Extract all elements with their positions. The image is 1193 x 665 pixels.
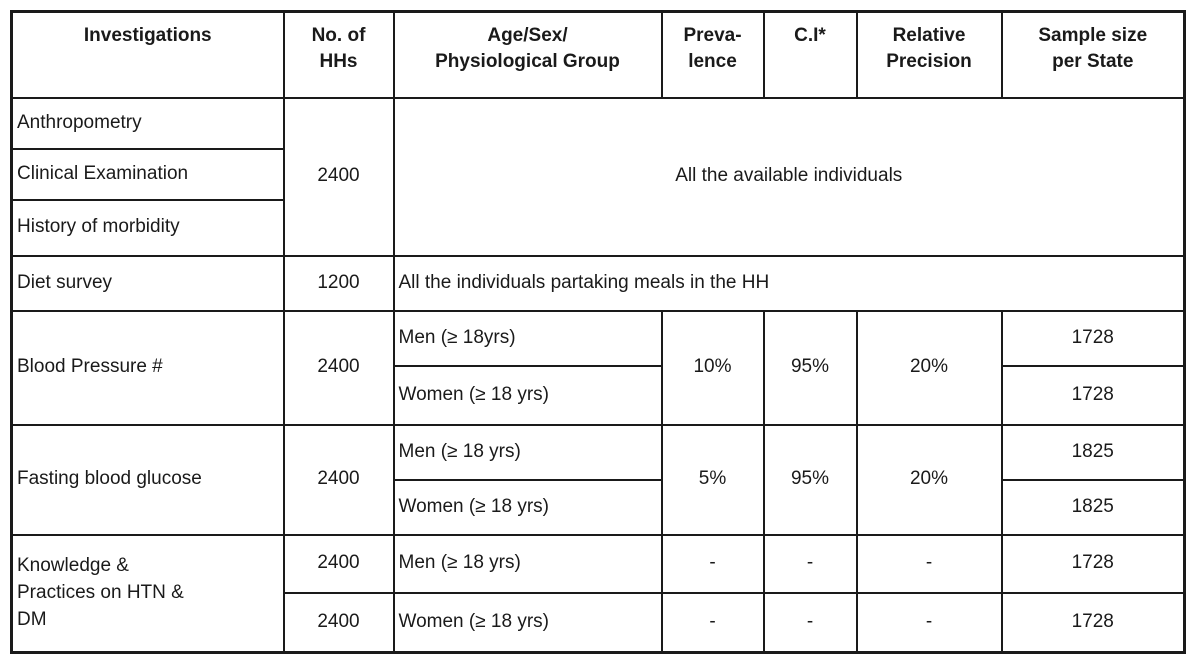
header-row: Investigations No. of HHs Age/Sex/ Physi…	[10, 10, 1186, 99]
header-prevalence: Preva- lence	[660, 10, 765, 99]
header-investigations: Investigations	[10, 10, 285, 99]
table-row: Blood Pressure # 2400 Men (≥ 18yrs) 10% …	[10, 309, 1186, 426]
table-row: 2400 Women (≥ 18 yrs) - - - 1728	[12, 591, 1186, 654]
cell-hhs-kp-men: 2400	[282, 533, 395, 594]
table-row: Women (≥ 18 yrs) 1825	[12, 478, 1186, 536]
table-row: Knowledge & Practices on HTN & DM 2400 M…	[10, 533, 1186, 654]
table-row: Diet survey 1200 All the individuals par…	[10, 254, 1186, 312]
header-relative-precision: Relative Precision	[855, 10, 1003, 99]
cell-hhs-blood-pressure: 2400	[282, 309, 395, 426]
cell-hhs-diet-survey: 1200	[282, 254, 395, 312]
cell-sample-kp-men: 1728	[1000, 533, 1186, 594]
cell-sample-bp-women: 1728	[1000, 364, 1186, 426]
cell-group-bp-women: Women (≥ 18 yrs)	[392, 364, 663, 426]
cell-group-individuals-partaking-meals: All the individuals partaking meals in t…	[392, 254, 1186, 312]
table-row: Anthropometry 2400 All the available ind…	[10, 96, 1186, 257]
cell-precision-bp: 20%	[855, 309, 1003, 426]
cell-investigation-history-of-morbidity: History of morbidity	[10, 198, 285, 257]
cell-group-kp-men: Men (≥ 18 yrs)	[392, 533, 663, 594]
cell-investigation-blood-pressure: Blood Pressure #	[10, 309, 285, 426]
cell-investigation-clinical-examination: Clinical Examination	[10, 147, 285, 201]
cell-precision-kp-men: -	[855, 533, 1003, 594]
cell-ci-fbg: 95%	[762, 423, 858, 536]
cell-group-kp-women: Women (≥ 18 yrs)	[392, 591, 663, 654]
cell-investigation-knowledge-practices: Knowledge & Practices on HTN & DM	[10, 533, 285, 654]
cell-investigation-diet-survey: Diet survey	[10, 254, 285, 312]
cell-hhs-fasting-blood-glucose: 2400	[282, 423, 395, 536]
cell-prevalence-kp-men: -	[660, 533, 765, 594]
cell-group-bp-men: Men (≥ 18yrs)	[392, 309, 663, 367]
table-row: History of morbidity	[10, 198, 1185, 257]
cell-group-fbg-men: Men (≥ 18 yrs)	[392, 423, 663, 481]
header-age-sex-group: Age/Sex/ Physiological Group	[392, 10, 663, 99]
header-no-of-hhs: No. of HHs	[282, 10, 395, 99]
cell-sample-kp-women: 1728	[1000, 591, 1186, 654]
cell-investigation-anthropometry: Anthropometry	[10, 96, 285, 150]
cell-sample-fbg-women: 1825	[1000, 478, 1186, 536]
cell-hhs-kp-women: 2400	[282, 591, 395, 654]
header-sample-size: Sample size per State	[1000, 10, 1186, 99]
cell-prevalence-kp-women: -	[660, 591, 765, 654]
cell-sample-bp-men: 1728	[1000, 309, 1186, 367]
cell-precision-kp-women: -	[855, 591, 1003, 654]
cell-ci-bp: 95%	[762, 309, 858, 426]
cell-prevalence-fbg: 5%	[660, 423, 765, 536]
cell-investigation-fasting-blood-glucose: Fasting blood glucose	[10, 423, 285, 536]
cell-ci-kp-women: -	[762, 591, 858, 654]
cell-sample-fbg-men: 1825	[1000, 423, 1186, 481]
table-row: Fasting blood glucose 2400 Men (≥ 18 yrs…	[10, 423, 1186, 536]
survey-design-table: Investigations No. of HHs Age/Sex/ Physi…	[10, 10, 1186, 654]
cell-ci-kp-men: -	[762, 533, 858, 594]
cell-group-all-available-individuals: All the available individuals	[392, 96, 1186, 257]
table-row: Clinical Examination	[10, 147, 1185, 201]
cell-prevalence-bp: 10%	[660, 309, 765, 426]
cell-precision-fbg: 20%	[855, 423, 1003, 536]
cell-hhs-anthro-group: 2400	[282, 96, 395, 257]
header-ci: C.I*	[762, 10, 858, 99]
cell-group-fbg-women: Women (≥ 18 yrs)	[392, 478, 663, 536]
table-row: Women (≥ 18 yrs) 1728	[12, 364, 1186, 426]
